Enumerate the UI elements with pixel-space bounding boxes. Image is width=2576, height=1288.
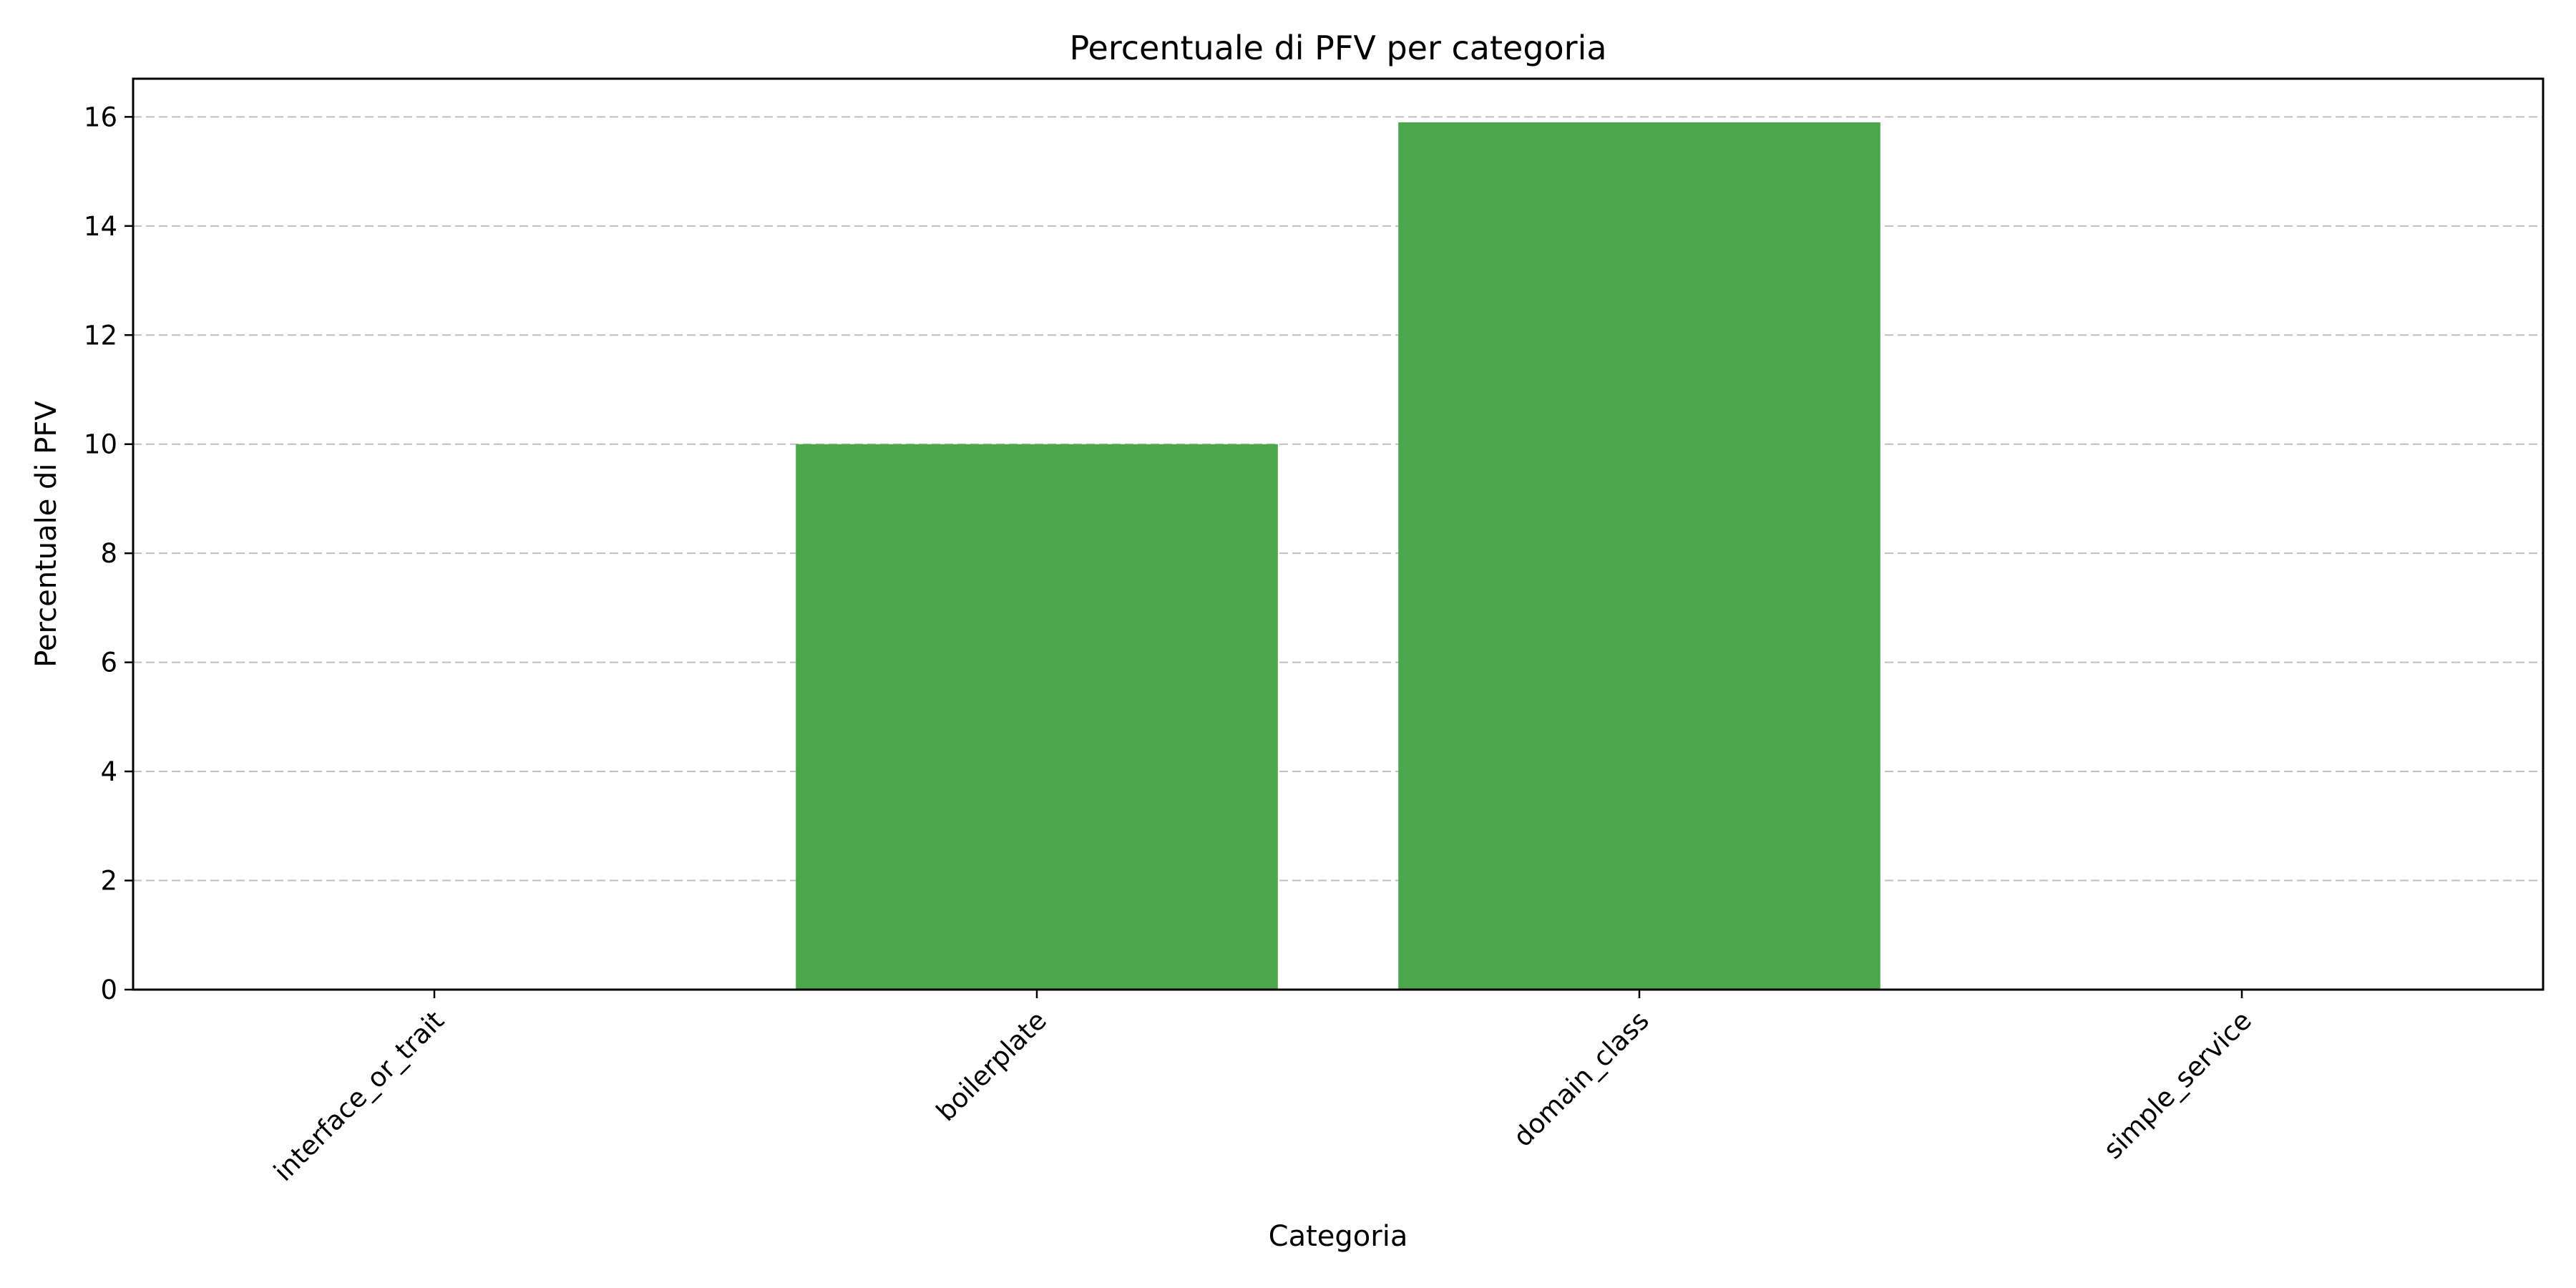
x-axis-ticks: interface_or_trait boilerplate domain_clas… bbox=[268, 990, 2258, 1187]
x-tick-label: interface_or_trait bbox=[268, 1005, 450, 1188]
x-tick-label: domain_class bbox=[1508, 1005, 1655, 1153]
x-axis-label: Categoria bbox=[1269, 1220, 1408, 1253]
x-tick-label: boilerplate bbox=[930, 1005, 1053, 1128]
plot-frame bbox=[132, 77, 2545, 991]
bar-boilerplate bbox=[796, 444, 1278, 990]
y-tick-label: 6 bbox=[100, 648, 117, 678]
y-tick-label: 0 bbox=[100, 975, 117, 1005]
x-tick-label: simple_service bbox=[2097, 1005, 2258, 1166]
y-tick-label: 10 bbox=[84, 429, 117, 460]
gridlines bbox=[133, 116, 2543, 882]
y-tick-label: 16 bbox=[84, 102, 117, 132]
bars bbox=[796, 122, 1880, 990]
bar-domain-class bbox=[1398, 122, 1880, 990]
y-tick-label: 2 bbox=[100, 866, 117, 897]
y-tick-label: 4 bbox=[100, 756, 117, 787]
y-tick-label: 8 bbox=[100, 538, 117, 569]
y-tick-label: 14 bbox=[84, 211, 117, 242]
chart-title: Percentuale di PFV per categoria bbox=[1069, 29, 1606, 67]
y-axis-label: Percentuale di PFV bbox=[30, 401, 63, 668]
y-axis-ticks: 0 2 4 6 8 10 12 14 16 bbox=[84, 102, 133, 1005]
y-tick-label: 12 bbox=[84, 320, 117, 351]
